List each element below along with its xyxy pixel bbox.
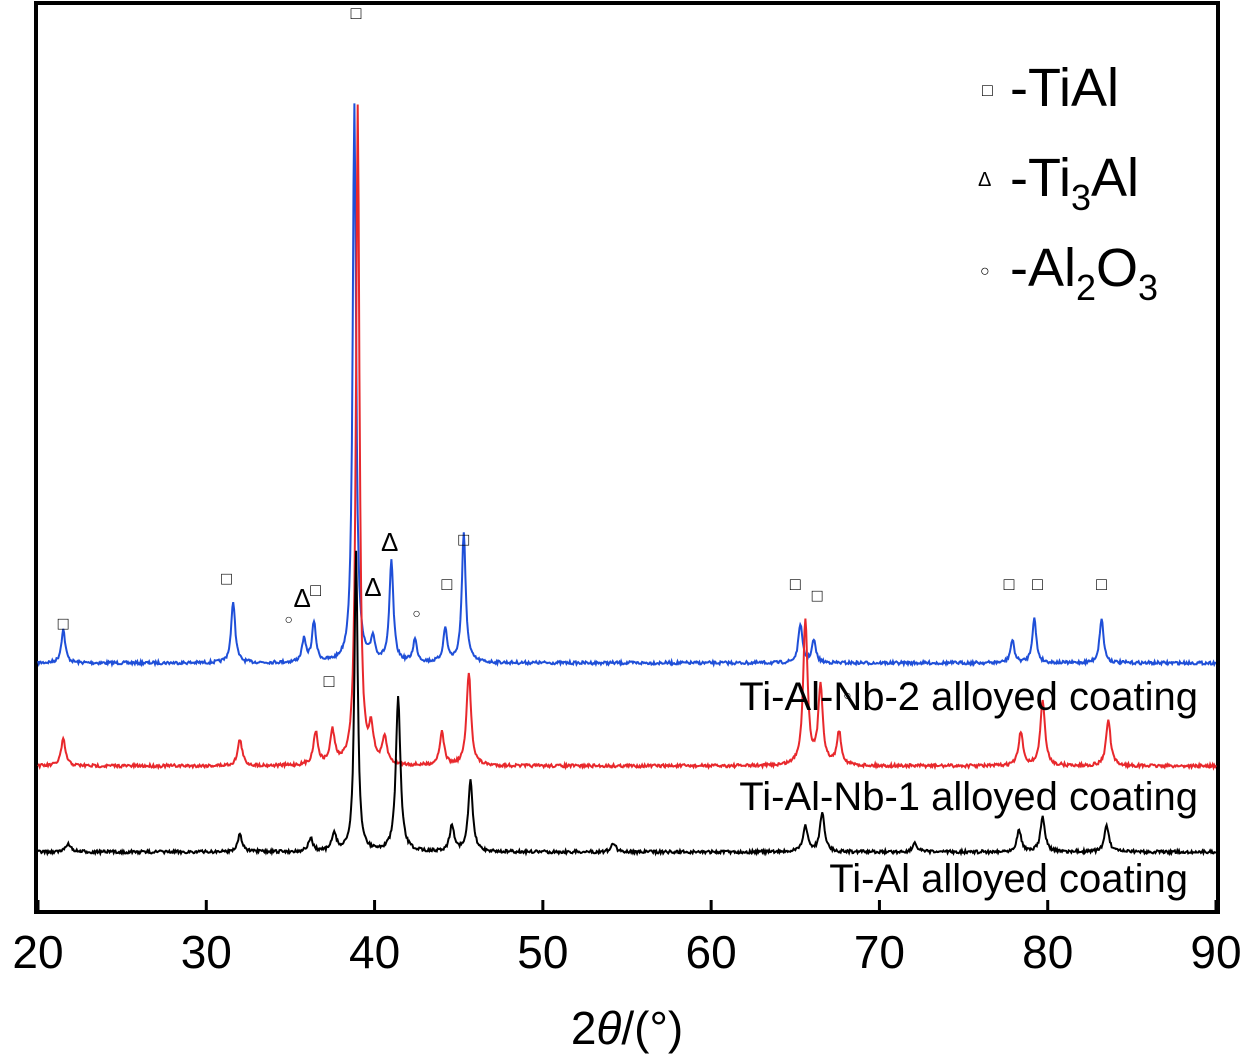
phase-marker-0: □ — [58, 613, 69, 633]
phase-marker-9: ○ — [412, 605, 420, 621]
phase-marker-16: □ — [1096, 574, 1107, 594]
legend-marker-tial: □ — [982, 80, 993, 100]
series-line-1 — [37, 104, 1217, 771]
phase-marker-2: ○ — [284, 611, 292, 627]
series-layer — [37, 103, 1217, 857]
phase-marker-7: Δ — [364, 572, 381, 602]
x-tick-label-0: 20 — [12, 926, 63, 978]
x-tick-label-6: 80 — [1022, 926, 1073, 978]
plot-frame — [34, 1, 1220, 914]
series-label-nb2: Ti-Al-Nb-2 alloyed coating — [739, 675, 1198, 719]
x-tick-label-7: 90 — [1190, 926, 1241, 978]
phase-marker-4: □ — [310, 580, 321, 600]
phase-marker-1: □ — [221, 569, 232, 589]
phase-marker-12: □ — [790, 574, 801, 594]
series-line-2 — [37, 550, 1217, 857]
phase-marker-8: Δ — [381, 527, 398, 557]
legend-label-al2o3: -Al2O3 — [1010, 238, 1158, 308]
legend-label-ti3al: -Ti3Al — [1010, 148, 1139, 218]
x-tick-label-2: 40 — [349, 926, 400, 978]
x-tick-label-1: 30 — [181, 926, 232, 978]
phase-marker-14: □ — [1004, 574, 1015, 594]
x-axis-ticks: 20 30 40 50 60 70 80 90 — [12, 900, 1242, 978]
x-tick-label-4: 60 — [686, 926, 737, 978]
phase-marker-13: □ — [812, 585, 823, 605]
series-line-0 — [37, 103, 1217, 668]
legend: □ -TiAl Δ -Ti3Al ○ -Al2O3 — [978, 58, 1158, 308]
annotation-layer: □□○Δ□Δ□ΔΔ○□□□□□□□□○ — [58, 3, 1107, 703]
x-tick-label-5: 70 — [854, 926, 905, 978]
phase-marker-17: □ — [324, 671, 335, 691]
phase-marker-11: □ — [458, 529, 469, 549]
legend-marker-ti3al: Δ — [978, 169, 991, 191]
legend-label-tial: -TiAl — [1010, 58, 1119, 118]
phase-marker-10: □ — [441, 574, 452, 594]
series-label-nb1: Ti-Al-Nb-1 alloyed coating — [739, 775, 1198, 819]
x-tick-label-3: 50 — [517, 926, 568, 978]
phase-marker-18: ○ — [843, 687, 851, 703]
series-label-tial: Ti-Al alloyed coating — [829, 857, 1188, 901]
x-axis-label: 2θ/(°) — [571, 1002, 683, 1054]
phase-marker-6: □ — [351, 3, 362, 23]
phase-marker-3: Δ — [294, 583, 311, 613]
legend-marker-al2o3: ○ — [980, 263, 990, 280]
phase-marker-15: □ — [1032, 574, 1043, 594]
